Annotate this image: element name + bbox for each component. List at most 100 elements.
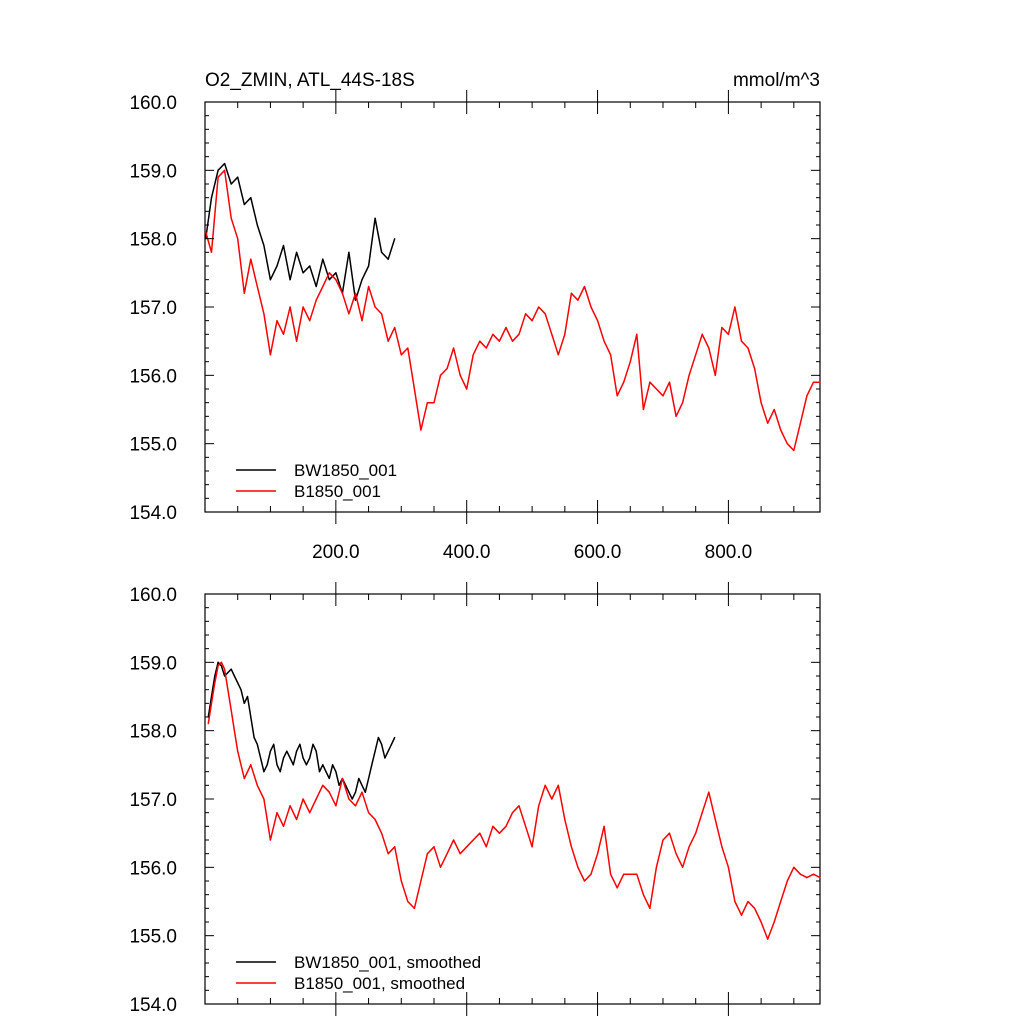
- data-point: [799, 422, 802, 424]
- data-point: [727, 866, 730, 868]
- data-point: [381, 832, 383, 834]
- data-point: [629, 873, 631, 875]
- data-point: [302, 306, 304, 308]
- data-point: [754, 367, 756, 370]
- data-point: [256, 784, 258, 786]
- data-point: [358, 777, 360, 780]
- data-point: [224, 162, 226, 165]
- data-point: [793, 449, 795, 452]
- data-point: [577, 866, 579, 868]
- y-tick-label: 154.0: [129, 995, 177, 1016]
- data-point: [760, 921, 762, 923]
- data-point: [276, 812, 278, 814]
- data-point: [230, 217, 232, 219]
- data-point: [374, 306, 376, 308]
- data-point: [590, 873, 592, 875]
- data-point: [446, 853, 448, 855]
- data-point: [642, 894, 645, 896]
- data-point: [740, 914, 743, 916]
- data-point: [282, 757, 285, 759]
- data-point: [394, 326, 396, 329]
- data-point: [531, 846, 533, 848]
- data-point: [531, 320, 533, 322]
- data-point: [420, 429, 422, 431]
- data-point: [361, 320, 363, 322]
- data-point: [662, 395, 664, 397]
- data-point: [453, 839, 455, 841]
- data-point: [701, 333, 703, 335]
- data-point: [217, 176, 219, 178]
- data-point: [282, 244, 285, 247]
- data-point: [348, 251, 350, 253]
- data-point: [381, 251, 383, 253]
- data-point: [312, 743, 314, 745]
- y-tick-label: 160.0: [129, 585, 177, 606]
- data-point: [570, 846, 573, 848]
- data-point: [205, 231, 207, 233]
- data-point: [786, 880, 788, 882]
- data-point: [315, 798, 317, 800]
- data-point: [597, 320, 599, 322]
- data-point: [754, 907, 756, 909]
- data-point: [309, 265, 311, 267]
- y-tick-label: 159.0: [129, 161, 177, 182]
- data-point: [302, 798, 304, 800]
- data-point: [616, 887, 618, 889]
- plot-frame-bottom: [204, 593, 821, 1005]
- data-point: [220, 665, 222, 667]
- data-point: [819, 877, 821, 879]
- data-point: [426, 402, 428, 404]
- data-point: [210, 702, 213, 704]
- data-point: [747, 900, 749, 903]
- data-point: [250, 716, 252, 718]
- data-point: [390, 743, 393, 745]
- data-point: [289, 757, 291, 759]
- data-point: [322, 285, 324, 288]
- data-point: [328, 279, 330, 281]
- data-point: [387, 853, 389, 855]
- data-point: [250, 764, 252, 766]
- data-point: [299, 743, 301, 745]
- data-point: [623, 381, 625, 383]
- data-point: [518, 805, 520, 807]
- data-point: [695, 832, 697, 834]
- data-point: [315, 299, 317, 301]
- data-point: [400, 880, 402, 882]
- data-point: [263, 313, 265, 315]
- data-point: [296, 251, 298, 253]
- data-point: [387, 750, 389, 752]
- data-point: [583, 285, 586, 288]
- data-point: [351, 798, 353, 800]
- data-point: [210, 251, 213, 253]
- data-point: [364, 791, 366, 793]
- legend-label: BW1850_001: [294, 461, 397, 480]
- y-tick-label: 156.0: [129, 858, 177, 879]
- data-point: [318, 771, 321, 773]
- data-point: [649, 381, 651, 383]
- data-point: [309, 757, 311, 759]
- data-point: [727, 333, 730, 335]
- data-point: [413, 907, 415, 909]
- data-point: [688, 846, 690, 848]
- data-point: [289, 805, 291, 807]
- data-point: [341, 777, 343, 780]
- data-point: [812, 381, 815, 383]
- data-point: [217, 665, 219, 667]
- data-point: [296, 818, 298, 821]
- data-point: [368, 265, 370, 267]
- data-point: [721, 846, 723, 848]
- data-point: [374, 818, 376, 821]
- series-layer-top: [204, 162, 821, 452]
- data-point: [518, 333, 520, 335]
- data-point: [289, 306, 291, 308]
- data-point: [642, 408, 645, 411]
- data-point: [230, 183, 232, 185]
- data-point: [250, 197, 252, 199]
- data-point: [806, 395, 808, 397]
- data-point: [263, 798, 265, 800]
- data-point: [210, 197, 213, 199]
- data-point: [695, 354, 697, 356]
- data-point: [819, 381, 821, 383]
- data-point: [217, 661, 219, 663]
- data-point: [799, 873, 802, 875]
